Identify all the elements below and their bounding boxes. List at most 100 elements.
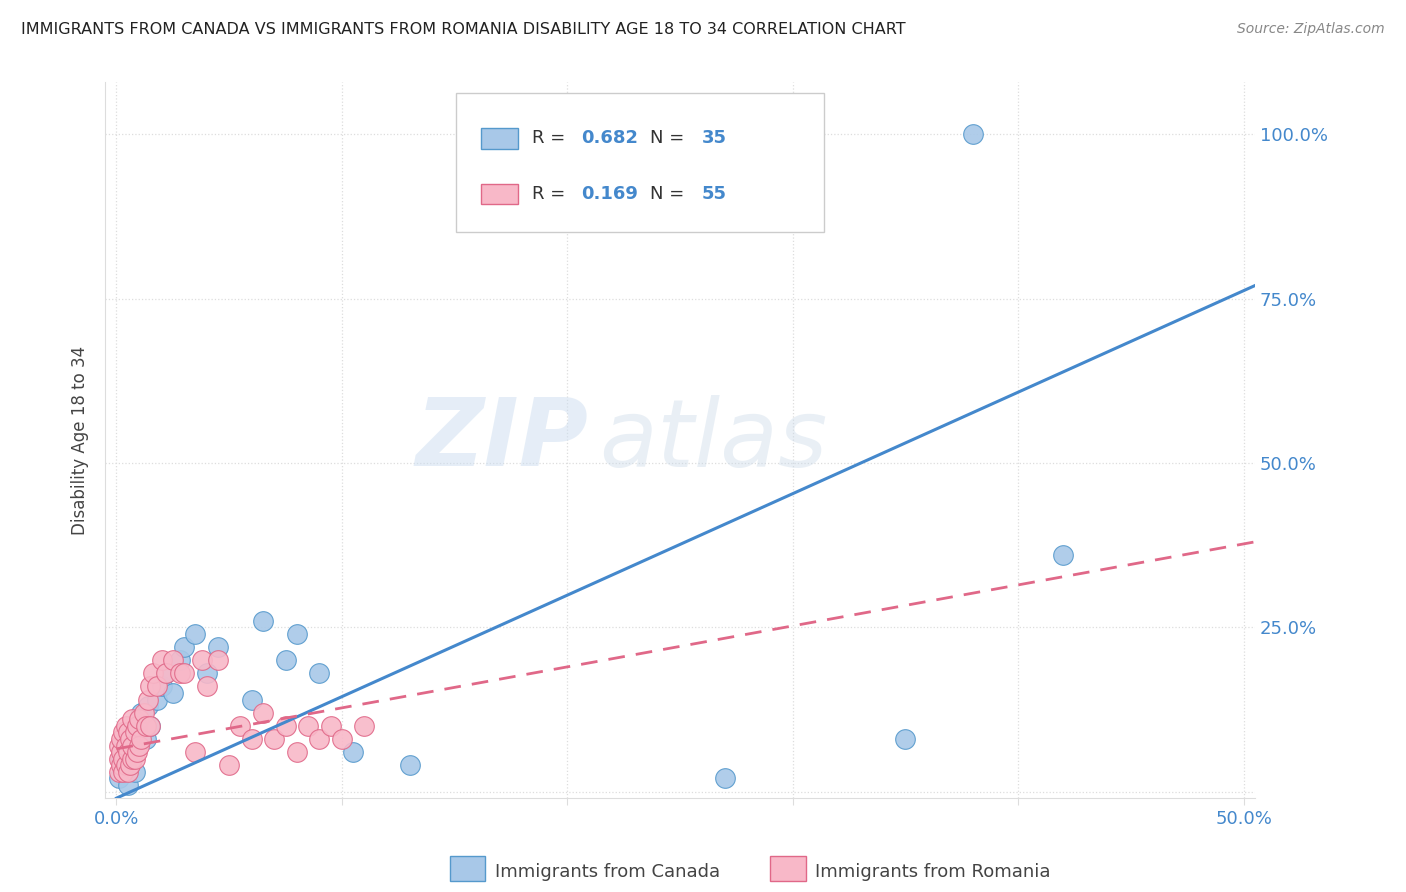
Point: [146, 680, 169, 694]
Point: [195, 680, 218, 694]
Point: [150, 653, 173, 667]
Point: [135, 719, 157, 733]
Point: [117, 764, 139, 779]
Point: [1052, 548, 1074, 562]
Point: [114, 739, 136, 753]
Point: [353, 719, 375, 733]
Point: [114, 758, 136, 772]
Point: [142, 666, 165, 681]
Point: [195, 666, 218, 681]
Text: N =: N =: [650, 185, 690, 202]
Text: R =: R =: [531, 185, 571, 202]
Text: Immigrants from Romania: Immigrants from Romania: [815, 863, 1050, 881]
Y-axis label: Disability Age 18 to 34: Disability Age 18 to 34: [72, 345, 89, 534]
Point: [117, 745, 139, 759]
Text: Immigrants from Canada: Immigrants from Canada: [495, 863, 720, 881]
Point: [107, 739, 129, 753]
Text: N =: N =: [650, 129, 690, 147]
Point: [263, 731, 285, 746]
Point: [285, 627, 308, 641]
Point: [184, 745, 207, 759]
Point: [191, 653, 214, 667]
Point: [155, 666, 177, 681]
Point: [114, 719, 136, 733]
Point: [117, 778, 139, 792]
Text: Source: ZipAtlas.com: Source: ZipAtlas.com: [1237, 22, 1385, 37]
Point: [207, 653, 229, 667]
Point: [128, 719, 150, 733]
Point: [319, 719, 342, 733]
FancyBboxPatch shape: [456, 93, 824, 232]
Point: [118, 731, 141, 746]
Point: [121, 739, 143, 753]
Point: [962, 128, 984, 142]
Point: [150, 680, 173, 694]
Point: [129, 731, 152, 746]
Point: [114, 758, 136, 772]
Point: [125, 739, 148, 753]
Point: [107, 764, 129, 779]
Point: [162, 686, 184, 700]
Point: [894, 731, 917, 746]
Point: [129, 706, 152, 720]
Point: [240, 731, 263, 746]
Point: [121, 752, 143, 766]
Point: [117, 725, 139, 739]
Point: [155, 666, 177, 681]
Point: [714, 772, 737, 786]
Point: [136, 692, 159, 706]
Point: [274, 719, 297, 733]
Point: [110, 745, 132, 759]
FancyBboxPatch shape: [481, 184, 517, 203]
Point: [184, 627, 207, 641]
Point: [125, 745, 148, 759]
Text: R =: R =: [531, 129, 571, 147]
Point: [207, 640, 229, 654]
Text: atlas: atlas: [599, 394, 828, 485]
Point: [398, 758, 420, 772]
Point: [112, 764, 135, 779]
Point: [118, 758, 141, 772]
Point: [110, 731, 132, 746]
Point: [252, 706, 274, 720]
FancyBboxPatch shape: [481, 128, 517, 148]
Point: [252, 614, 274, 628]
Point: [117, 745, 139, 759]
Text: 0.682: 0.682: [581, 129, 638, 147]
Point: [229, 719, 252, 733]
Point: [139, 719, 162, 733]
Point: [121, 725, 143, 739]
Point: [107, 752, 129, 766]
Point: [218, 758, 240, 772]
Text: 0.169: 0.169: [581, 185, 638, 202]
Text: 35: 35: [702, 129, 727, 147]
Point: [139, 719, 162, 733]
Point: [128, 712, 150, 726]
Point: [162, 653, 184, 667]
Point: [308, 666, 330, 681]
Point: [308, 731, 330, 746]
Point: [169, 666, 191, 681]
Point: [107, 772, 129, 786]
Text: IMMIGRANTS FROM CANADA VS IMMIGRANTS FROM ROMANIA DISABILITY AGE 18 TO 34 CORREL: IMMIGRANTS FROM CANADA VS IMMIGRANTS FRO…: [21, 22, 905, 37]
Point: [118, 731, 141, 746]
Point: [285, 745, 308, 759]
Point: [132, 706, 155, 720]
Point: [128, 739, 150, 753]
Point: [136, 699, 159, 714]
Point: [124, 764, 146, 779]
Point: [112, 764, 135, 779]
Point: [124, 752, 146, 766]
Point: [125, 719, 148, 733]
Point: [112, 752, 135, 766]
Point: [173, 640, 195, 654]
Point: [173, 666, 195, 681]
Point: [110, 758, 132, 772]
Text: ZIP: ZIP: [415, 394, 588, 486]
Point: [240, 692, 263, 706]
Point: [121, 752, 143, 766]
Point: [274, 653, 297, 667]
Point: [169, 653, 191, 667]
Text: 55: 55: [702, 185, 727, 202]
Point: [139, 680, 162, 694]
